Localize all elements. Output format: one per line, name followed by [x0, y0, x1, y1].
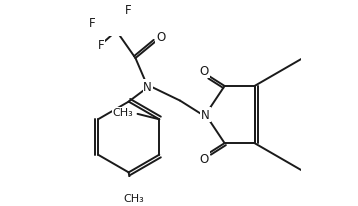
Text: F: F — [125, 4, 132, 16]
Text: N: N — [201, 109, 210, 122]
Text: O: O — [199, 152, 209, 165]
Text: CH₃: CH₃ — [123, 193, 144, 203]
Text: O: O — [156, 31, 165, 44]
Text: F: F — [88, 17, 95, 30]
Text: F: F — [97, 39, 104, 52]
Text: N: N — [143, 81, 152, 94]
Text: CH₃: CH₃ — [113, 108, 134, 118]
Text: O: O — [199, 65, 209, 78]
